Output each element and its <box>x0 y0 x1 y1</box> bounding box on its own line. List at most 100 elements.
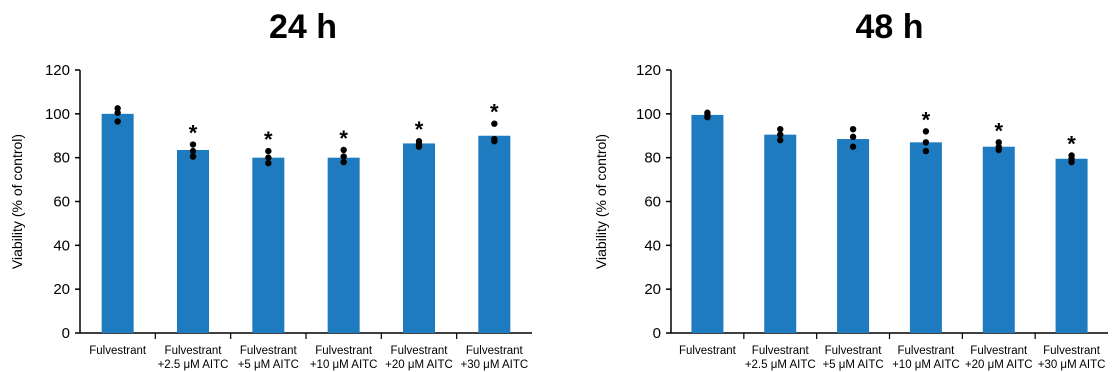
x-category-label-line: Fulvestrant <box>466 345 524 357</box>
y-tick-label: 120 <box>45 62 70 79</box>
data-point <box>189 147 197 155</box>
data-point <box>340 146 347 154</box>
x-category-label: Fulvestrant +30 μM AITC <box>1038 345 1106 371</box>
data-point <box>415 138 423 145</box>
y-tick-label: 80 <box>53 150 70 167</box>
chart-title: 24 h <box>268 8 338 46</box>
data-point <box>777 131 784 138</box>
bar <box>764 134 797 333</box>
bar <box>982 146 1015 333</box>
data-point <box>922 147 930 155</box>
data-point <box>849 143 857 150</box>
chart-panel-48h: 48 h 0 20 40 60 80 100 120 Viability (% of cont… <box>556 0 1113 372</box>
y-tick-label: 120 <box>636 62 661 79</box>
bar <box>177 149 209 333</box>
x-category-label: Fulvestrant <box>679 345 737 357</box>
x-category-label-line: Fulvestrant <box>679 345 737 357</box>
data-point <box>114 109 121 116</box>
data-point <box>922 139 930 146</box>
bar <box>837 139 870 333</box>
data-point <box>704 109 711 116</box>
x-category-label-line: Fulvestrant <box>391 345 449 357</box>
x-category-label: Fulvestrant +2.5 μM AITC <box>745 345 816 371</box>
bar <box>1055 158 1088 333</box>
y-tick-label: 60 <box>53 194 70 211</box>
data-point <box>265 147 272 155</box>
data-point <box>114 105 121 112</box>
data-point <box>777 136 784 144</box>
data-point <box>265 159 272 167</box>
x-category-label-line: +5 μM AITC <box>238 359 299 371</box>
data-point <box>189 153 197 160</box>
x-category-label-line: +30 μM AITC <box>460 359 528 371</box>
x-category-label: Fulvestrant +30 μM AITC <box>460 345 528 371</box>
bar-chart-24h: 0 20 40 60 80 100 120 Viability (% of control) F… <box>9 62 532 371</box>
y-tick-label: 40 <box>644 237 661 254</box>
data-point <box>922 128 930 135</box>
y-tick-label: 60 <box>644 194 661 211</box>
x-category-label-line: +10 μM AITC <box>892 359 960 371</box>
data-point <box>340 158 347 166</box>
y-tick-label: 20 <box>644 281 661 298</box>
bar <box>327 157 360 333</box>
significance-marker: * <box>189 121 198 146</box>
significance-marker: * <box>922 107 931 132</box>
x-category-label: Fulvestrant <box>89 345 147 357</box>
x-category-label-line: Fulvestrant <box>970 345 1028 357</box>
data-point <box>491 135 498 143</box>
chart-title: 48 h <box>855 8 924 46</box>
x-category-label: Fulvestrant +20 μM AITC <box>965 345 1033 371</box>
data-point <box>849 133 857 141</box>
chart-panel-24h: 24 h 0 20 40 60 80 100 120 Viability (% of cont… <box>0 0 556 372</box>
x-category-label: Fulvestrant +20 μM AITC <box>385 345 453 371</box>
bar <box>403 143 435 333</box>
bar <box>691 114 724 333</box>
data-point <box>777 125 784 133</box>
significance-marker: * <box>339 126 348 151</box>
x-category-label-line: +5 μM AITC <box>822 359 883 371</box>
data-point <box>1068 152 1075 159</box>
bar <box>101 113 134 333</box>
significance-marker: * <box>994 118 1003 143</box>
y-tick-label: 100 <box>636 106 661 123</box>
y-tick-label: 20 <box>53 281 70 298</box>
x-category-label-line: Fulvestrant <box>1043 345 1101 357</box>
x-category-label-line: Fulvestrant <box>89 345 147 357</box>
x-category-label-line: Fulvestrant <box>240 345 298 357</box>
y-tick-label: 40 <box>53 237 70 254</box>
x-category-label-line: +2.5 μM AITC <box>158 359 229 371</box>
x-category-label-line: +30 μM AITC <box>1038 359 1106 371</box>
data-point <box>114 118 121 125</box>
data-point <box>995 143 1002 150</box>
bar <box>909 142 942 333</box>
x-category-label: Fulvestrant +10 μM AITC <box>310 345 378 371</box>
x-category-label-line: Fulvestrant <box>752 345 810 357</box>
y-tick-label: 100 <box>45 106 70 123</box>
data-point <box>189 141 197 148</box>
bar-chart-48h: 0 20 40 60 80 100 120 Viability (% of control) F… <box>593 62 1108 371</box>
x-category-label-line: +20 μM AITC <box>965 359 1033 371</box>
significance-marker: * <box>415 117 424 142</box>
data-point <box>340 153 347 160</box>
x-category-label: Fulvestrant +10 μM AITC <box>892 345 960 371</box>
bar <box>478 135 511 333</box>
x-category-label-line: +20 μM AITC <box>385 359 453 371</box>
x-category-label-line: +10 μM AITC <box>310 359 378 371</box>
x-category-label-line: Fulvestrant <box>897 345 955 357</box>
data-point <box>265 154 272 161</box>
y-axis-label: Viability (% of control) <box>9 134 25 269</box>
significance-marker: * <box>490 100 499 125</box>
x-category-label: Fulvestrant +2.5 μM AITC <box>158 345 229 371</box>
significance-marker: * <box>1067 131 1076 156</box>
x-category-label-line: Fulvestrant <box>825 345 883 357</box>
y-tick-label: 0 <box>653 325 661 342</box>
x-category-label: Fulvestrant +5 μM AITC <box>238 345 299 371</box>
y-axis-label: Viability (% of control) <box>593 134 609 269</box>
data-point <box>849 125 857 133</box>
x-category-label-line: Fulvestrant <box>315 345 373 357</box>
y-tick-label: 80 <box>644 150 661 167</box>
data-point <box>491 120 498 127</box>
data-point <box>995 139 1002 146</box>
x-category-label: Fulvestrant +5 μM AITC <box>822 345 883 371</box>
bar <box>252 157 285 333</box>
